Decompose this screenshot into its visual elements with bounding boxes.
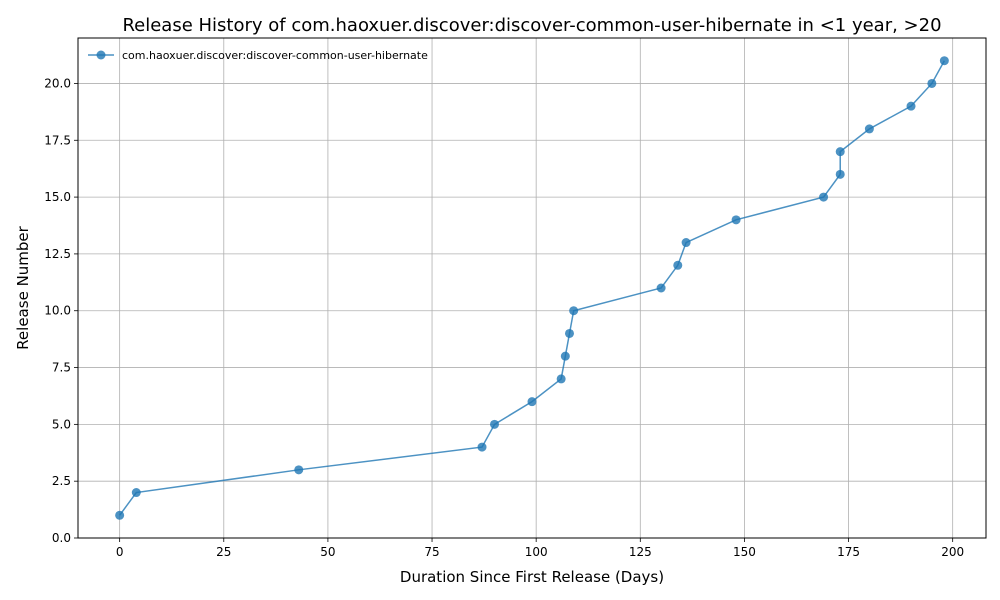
- data-point: [556, 374, 566, 384]
- data-point: [477, 442, 487, 452]
- y-tick-label: 12.5: [44, 247, 71, 261]
- x-tick-label: 100: [525, 545, 548, 559]
- y-tick-label: 2.5: [52, 474, 71, 488]
- x-tick-label: 200: [941, 545, 964, 559]
- legend: com.haoxuer.discover:discover-common-use…: [88, 49, 428, 62]
- data-point: [927, 78, 937, 88]
- data-point: [681, 238, 691, 248]
- data-point: [939, 56, 949, 66]
- data-point: [673, 260, 683, 270]
- data-point: [731, 215, 741, 225]
- y-tick-label: 7.5: [52, 361, 71, 375]
- y-axis-ticks: 0.0 2.5 5.0 7.5 10.0 12.5 15.0 17.5 20.0: [44, 76, 78, 545]
- y-tick-label: 10.0: [44, 304, 71, 318]
- y-axis-label: Release Number: [14, 225, 32, 349]
- x-tick-label: 175: [837, 545, 860, 559]
- grid: [78, 38, 986, 539]
- data-point: [490, 419, 500, 429]
- data-point: [115, 510, 125, 520]
- data-point: [906, 101, 916, 111]
- data-point: [835, 147, 845, 157]
- legend-marker-swatch: [96, 50, 106, 60]
- y-tick-label: 15.0: [44, 190, 71, 204]
- x-tick-label: 150: [733, 545, 756, 559]
- data-point: [560, 351, 570, 361]
- y-tick-label: 17.5: [44, 133, 71, 147]
- data-point: [294, 465, 304, 475]
- series-line: [119, 60, 946, 516]
- x-tick-label: 25: [216, 545, 231, 559]
- series-layer: [115, 56, 949, 520]
- chart-title: Release History of com.haoxuer.discover:…: [122, 15, 941, 36]
- data-point: [864, 124, 874, 134]
- y-tick-label: 0.0: [52, 531, 71, 545]
- data-point: [569, 306, 579, 316]
- plot-area-frame: [77, 37, 987, 539]
- x-tick-label: 75: [424, 545, 439, 559]
- data-point: [131, 488, 141, 498]
- data-point: [564, 328, 574, 338]
- data-point: [835, 169, 845, 179]
- x-axis-ticks: 0 25 50 75 100 125 150 175 200: [116, 538, 964, 559]
- x-tick-label: 125: [629, 545, 652, 559]
- legend-entry-label: com.haoxuer.discover:discover-common-use…: [122, 49, 428, 62]
- x-axis-label: Duration Since First Release (Days): [400, 568, 664, 586]
- x-tick-label: 0: [116, 545, 124, 559]
- y-tick-label: 20.0: [44, 76, 71, 90]
- data-point: [656, 283, 666, 293]
- data-point: [527, 397, 537, 407]
- y-tick-label: 5.0: [52, 417, 71, 431]
- x-tick-label: 50: [320, 545, 335, 559]
- data-point: [819, 192, 829, 202]
